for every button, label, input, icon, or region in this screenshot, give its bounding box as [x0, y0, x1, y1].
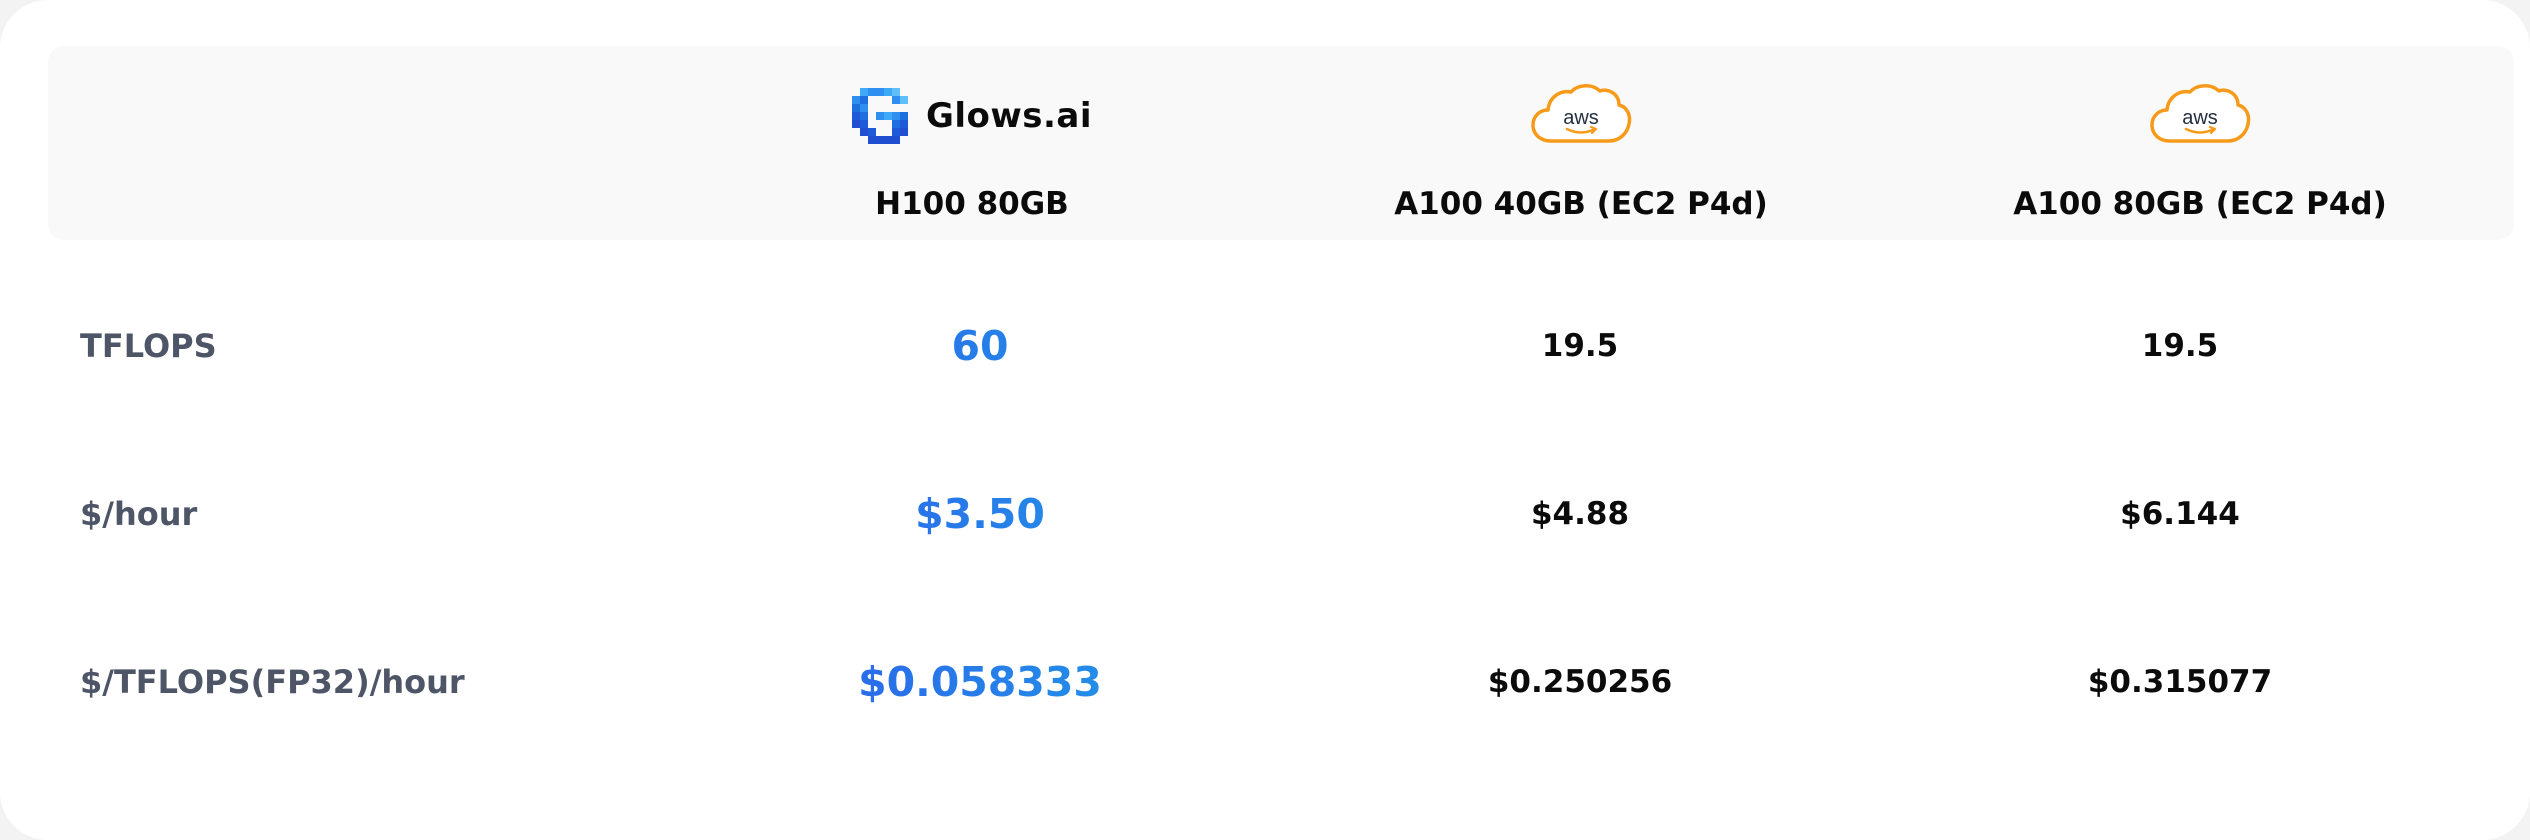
aws-cloud-icon: aws [1531, 84, 1632, 143]
price-per-tflops-hour-a100-80gb: $0.315077 [2087, 664, 2273, 700]
brand-aws: aws [1900, 76, 2500, 156]
brand-glows: Glows.ai [672, 76, 1272, 156]
aws-logo-text: aws [2182, 107, 2218, 129]
table-header: Glows.ai H100 80GB aws A100 40GB (EC2 P4… [48, 46, 2514, 240]
glows-logo: Glows.ai [851, 88, 1093, 144]
price-per-tflops-hour-a100-40gb: $0.250256 [1487, 664, 1673, 700]
aws-cloud-icon: aws [2150, 84, 2251, 143]
tflops-value-a100-80gb: 19.5 [2141, 328, 2219, 364]
gpu-name-a100-40gb: A100 40GB (EC2 P4d) [1394, 186, 1768, 222]
column-header-glows: Glows.ai H100 80GB [672, 46, 1272, 240]
price-per-hour-a100-80gb: $6.144 [2120, 496, 2240, 532]
row-label-tflops: TFLOPS [80, 327, 217, 365]
price-per-hour-glows: $3.50 [680, 490, 1280, 538]
column-header-aws-a100-40gb: aws A100 40GB (EC2 P4d) [1281, 46, 1881, 240]
price-per-hour-a100-40gb: $4.88 [1530, 496, 1630, 532]
brand-aws: aws [1281, 76, 1881, 156]
glows-brand-name: Glows.ai [925, 96, 1093, 136]
glows-pixel-g-icon [851, 88, 908, 144]
column-header-aws-a100-80gb: aws A100 80GB (EC2 P4d) [1900, 46, 2500, 240]
aws-logo-text: aws [1563, 107, 1599, 129]
gpu-name-a100-80gb: A100 80GB (EC2 P4d) [2013, 186, 2387, 222]
price-per-tflops-hour-glows: $0.058333 [680, 658, 1280, 706]
gpu-name-h100: H100 80GB [875, 186, 1069, 222]
tflops-value-glows: 60 [680, 322, 1280, 370]
row-label-price-per-tflops-hour: $/TFLOPS(FP32)/hour [80, 663, 465, 701]
tflops-value-a100-40gb: 19.5 [1541, 328, 1619, 364]
row-label-price-per-hour: $/hour [80, 495, 198, 533]
